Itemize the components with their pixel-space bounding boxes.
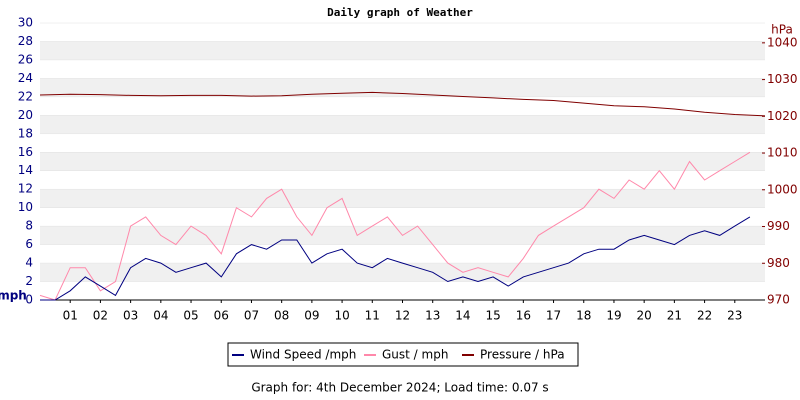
y2-tick-label: 990 xyxy=(767,219,790,233)
plot-area xyxy=(40,22,765,301)
grid-band xyxy=(40,189,765,208)
y2-tick-label: 980 xyxy=(767,256,790,270)
grid-band xyxy=(40,41,765,60)
y-tick-label: 24 xyxy=(18,71,33,85)
y-tick-label: 14 xyxy=(18,163,33,177)
y2-tick-label: 970 xyxy=(767,293,790,307)
y-axis-label: mph xyxy=(0,289,27,303)
grid-band xyxy=(40,133,765,153)
chart-title: Daily graph of Weather xyxy=(327,6,473,19)
y-tick-label: 22 xyxy=(18,89,33,103)
y-tick-label: 16 xyxy=(18,145,33,159)
grid-band xyxy=(40,170,765,190)
grid-band xyxy=(40,115,765,134)
x-tick-label: 06 xyxy=(214,309,229,323)
x-tick-label: 01 xyxy=(63,309,78,323)
x-tick-label: 04 xyxy=(153,309,168,323)
x-tick-label: 19 xyxy=(606,309,621,323)
y-tick-label: 0 xyxy=(25,293,33,307)
y-tick-label: 18 xyxy=(18,126,33,140)
grid-band xyxy=(40,96,765,116)
x-tick-label: 22 xyxy=(697,309,712,323)
series-line xyxy=(39,151,751,301)
x-tick-label: 23 xyxy=(727,309,742,323)
x-tick-label: 07 xyxy=(244,309,259,323)
x-tick-label: 12 xyxy=(395,309,410,323)
x-tick-label: 13 xyxy=(425,309,440,323)
y-tick-label: 2 xyxy=(25,274,33,288)
x-tick-label: 21 xyxy=(667,309,682,323)
grid-band xyxy=(40,78,765,97)
x-tick-label: 18 xyxy=(576,309,591,323)
y2-tick-label: 1010 xyxy=(767,146,798,160)
grid-band xyxy=(40,152,765,171)
grid-band xyxy=(40,207,765,227)
x-tick-label: 09 xyxy=(304,309,319,323)
x-tick-label: 02 xyxy=(93,309,108,323)
y2-tick-label: 1000 xyxy=(767,182,798,196)
y2-tick-label: 1040 xyxy=(767,35,798,49)
y-tick-label: 12 xyxy=(18,182,33,196)
x-tick-label: 05 xyxy=(183,309,198,323)
x-tick-label: 17 xyxy=(546,309,561,323)
x-tick-label: 20 xyxy=(637,309,652,323)
x-tick-label: 16 xyxy=(516,309,531,323)
legend-label: Gust / mph xyxy=(382,348,448,362)
y-tick-label: 28 xyxy=(18,34,33,48)
y-tick-label: 26 xyxy=(18,52,33,66)
x-tick-label: 03 xyxy=(123,309,138,323)
x-tick-label: 10 xyxy=(334,309,349,323)
grid-band xyxy=(40,244,765,264)
grid-band xyxy=(40,23,765,42)
y-tick-label: 20 xyxy=(18,108,33,122)
grid-band xyxy=(40,59,765,79)
x-tick-label: 15 xyxy=(485,309,500,323)
grid-band xyxy=(40,263,765,282)
y-tick-label: 4 xyxy=(25,256,33,270)
series-line xyxy=(39,91,766,117)
y2-axis-label: hPa xyxy=(771,23,793,37)
y-tick-label: 6 xyxy=(25,237,33,251)
legend-box xyxy=(227,342,579,367)
y2-tick-label: 1030 xyxy=(767,72,798,86)
y-tick-label: 8 xyxy=(25,219,33,233)
legend-label: Wind Speed /mph xyxy=(250,348,356,362)
legend-label: Pressure / hPa xyxy=(480,348,565,362)
y2-tick-label: 1020 xyxy=(767,109,798,123)
series-line xyxy=(40,216,751,301)
x-tick-label: 08 xyxy=(274,309,289,323)
x-tick-label: 11 xyxy=(365,309,380,323)
x-tick-label: 14 xyxy=(455,309,470,323)
y-tick-label: 30 xyxy=(18,16,33,30)
y-tick-label: 10 xyxy=(18,200,33,214)
grid-band xyxy=(40,281,765,300)
footer: Graph for: 4th December 2024; Load time:… xyxy=(251,381,548,395)
